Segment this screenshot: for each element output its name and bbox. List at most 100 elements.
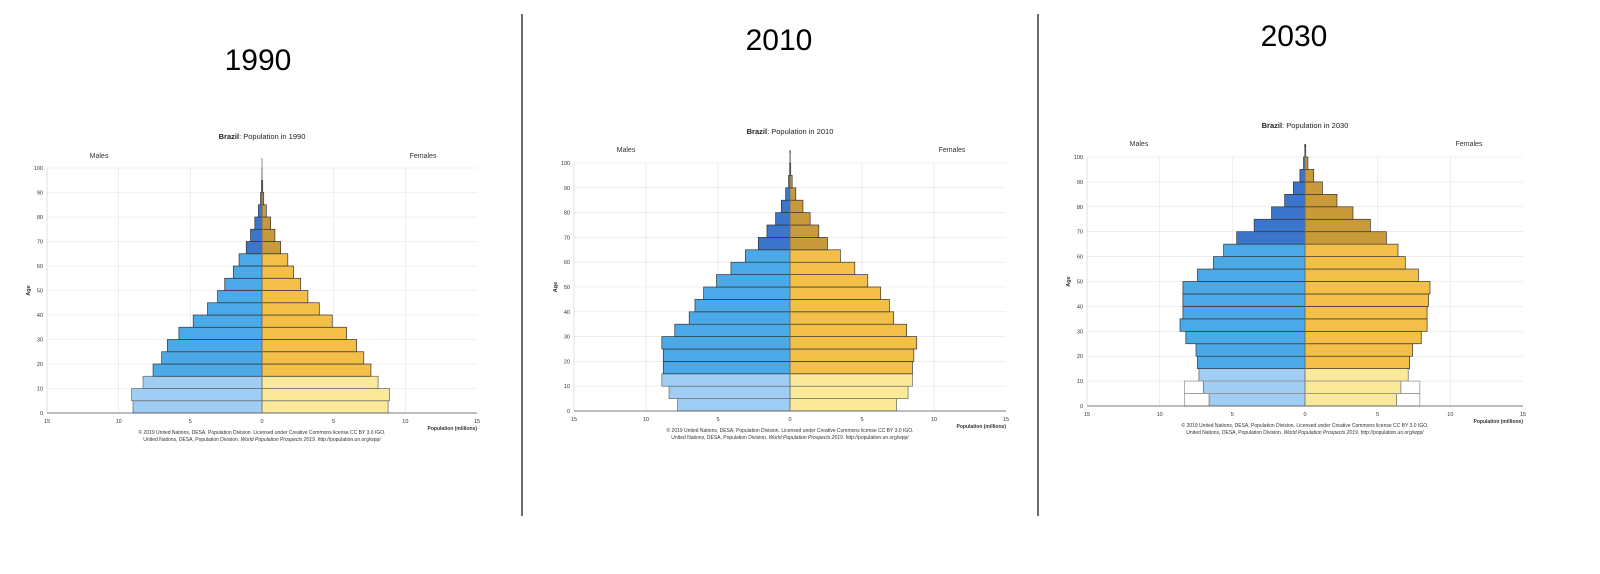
y-tick-label: 10 (37, 387, 43, 393)
y-tick-label: 70 (564, 235, 570, 241)
bar-male-10-14 (661, 373, 791, 387)
bar-female-25-29 (789, 336, 918, 350)
bar-male-45-49 (217, 290, 263, 304)
footer-source-url: . http://population.un.org/wpp/ (843, 435, 909, 441)
bar-female-0-4 (789, 398, 897, 412)
bar-female-45-49 (261, 290, 309, 304)
bar-male-65-69 (757, 237, 791, 251)
bar-female-5-9 (789, 385, 909, 399)
bar-female-35-39 (789, 311, 895, 325)
bar-female-45-49 (789, 286, 882, 300)
bar-female-70-74 (261, 228, 276, 242)
bar-male-25-29 (167, 339, 263, 353)
females-label: Females (1456, 141, 1483, 148)
females-label: Females (939, 147, 966, 154)
y-tick-label: 50 (564, 285, 570, 291)
bar-female-35-39 (261, 314, 333, 328)
year-heading: 2010 (745, 24, 813, 57)
year-heading: 2030 (1260, 20, 1328, 53)
bar-female-10-14 (789, 373, 913, 387)
x-tick-label: 10 (1447, 412, 1453, 418)
bar-female-15-19 (789, 361, 913, 375)
x-axis-label: Population (millions) (1474, 419, 1524, 425)
chart-title: Brazil: Population in 2030 (1262, 121, 1349, 130)
x-tick-label: 0 (1303, 412, 1306, 418)
bar-male-45-49 (1182, 281, 1306, 295)
footer-source-title: World Population Prospects 2019 (1284, 430, 1358, 436)
bar-male-20-24 (662, 348, 791, 362)
bar-female-20-24 (1304, 343, 1413, 357)
bar-female-15-19 (1304, 355, 1410, 370)
footer-source-org: United Nations, DESA, Population Divisio… (671, 435, 768, 441)
chart-title-country: Brazil (1262, 121, 1282, 130)
bar-male-75-79 (775, 212, 791, 226)
x-tick-label: 5 (1231, 412, 1234, 418)
bar-female-85-89 (1304, 181, 1323, 195)
panel-2030: 2030 0 10 20 30 40 50 60 70 80 90 100 15 10 5 0 5 10 15 Br… (1040, 0, 1600, 574)
y-tick-label: 40 (37, 313, 43, 319)
bar-female-50-54 (1304, 268, 1419, 282)
y-tick-label: 100 (561, 161, 570, 167)
x-tick-label: 10 (643, 417, 649, 423)
x-tick-label: 10 (402, 419, 408, 425)
bar-male-50-54 (1197, 268, 1306, 282)
bar-male-50-54 (224, 277, 263, 291)
bar-male-5-9 (131, 388, 263, 402)
bar-male-0-4 (677, 398, 791, 412)
chart-title: Brazil: Population in 1990 (219, 132, 306, 141)
bar-female-60-64 (261, 253, 289, 267)
bar-female-20-24 (789, 348, 915, 362)
bar-male-40-44 (694, 299, 791, 313)
bar-female-65-69 (261, 241, 281, 255)
footer-license: © 2019 United Nations, DESA, Population … (138, 429, 385, 436)
bar-male-30-34 (178, 326, 263, 340)
bar-female-30-34 (261, 326, 347, 340)
bar-male-85-89 (785, 187, 791, 201)
bar-male-55-59 (232, 265, 263, 279)
bar-male-15-19 (152, 363, 263, 377)
bar-female-35-39 (1304, 306, 1428, 320)
bar-female-80-84 (1304, 194, 1338, 208)
bar-male-60-64 (1223, 243, 1306, 257)
bar-female-30-34 (1304, 318, 1428, 332)
bar-male-10-14 (142, 375, 263, 389)
bar-male-90-94 (1299, 169, 1306, 183)
panel-1990: 1990 0 10 20 30 40 50 60 70 80 90 100 15 10 5 0 5 10 15 Br… (0, 0, 520, 574)
x-tick-label: 5 (1376, 412, 1379, 418)
bar-male-70-74 (1253, 218, 1306, 233)
females-label: Females (410, 153, 437, 160)
bar-female-75-79 (261, 216, 271, 230)
bar-male-40-44 (207, 302, 263, 316)
bar-female-15-19 (261, 363, 372, 377)
bar-male-0-4 (1208, 393, 1306, 407)
bar-female-70-74 (789, 224, 820, 238)
x-tick-label: 10 (1157, 412, 1163, 418)
bar-male-35-39 (192, 314, 263, 328)
footer-source-org: United Nations, DESA, Population Divisio… (143, 437, 240, 443)
y-tick-label: 0 (567, 409, 570, 415)
y-tick-label: 40 (564, 310, 570, 316)
year-heading: 1990 (224, 44, 292, 77)
bar-male-5-9 (668, 385, 791, 399)
bar-male-75-79 (254, 216, 263, 230)
footer-source: United Nations, DESA, Population Divisio… (671, 435, 909, 441)
y-tick-label: 100 (1074, 155, 1083, 161)
footer-source-title: World Population Prospects 2019 (241, 437, 315, 443)
bar-female-40-44 (789, 299, 890, 313)
bar-male-10-14 (1198, 368, 1306, 382)
bar-female-20-24 (261, 351, 365, 365)
bar-male-0-4 (132, 400, 263, 414)
y-tick-label: 10 (564, 384, 570, 390)
y-tick-label: 90 (1077, 180, 1083, 186)
bar-female-0-4 (261, 400, 389, 414)
x-tick-label: 0 (788, 417, 791, 423)
y-axis-label: Age (1066, 276, 1072, 286)
bar-female-30-34 (789, 323, 907, 337)
bar-female-25-29 (261, 339, 357, 353)
y-tick-label: 50 (37, 289, 43, 295)
footer-source-url: . http://population.un.org/wpp/ (1358, 430, 1424, 436)
bar-female-75-79 (1304, 206, 1354, 220)
footer-source-org: United Nations, DESA, Population Divisio… (1186, 430, 1283, 436)
